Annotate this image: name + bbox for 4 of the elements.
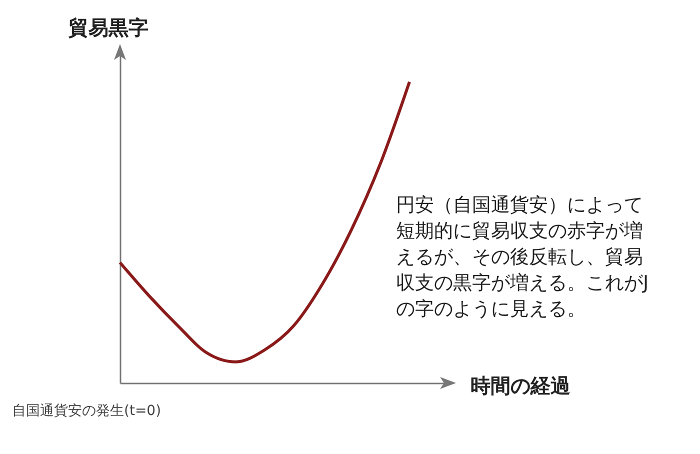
annotation: 円安（自国通貨安）によって短期的に貿易収支の赤字が増えるが、その後反転し、貿易収支の黒字が増える。これがJの字のように見える。 bbox=[396, 193, 649, 322]
x-axis-title: 時間の経過 bbox=[470, 374, 570, 398]
text: 自国通貨安の発生(t=0) bbox=[12, 402, 162, 420]
y-axis-title: 貿易黒字 bbox=[68, 16, 148, 40]
